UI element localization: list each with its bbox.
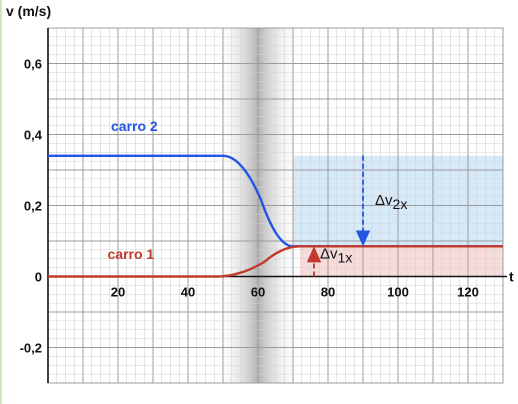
x-tick-label: 20 (111, 285, 125, 300)
left-frame-line (0, 0, 2, 404)
curve-carro-1 (48, 245, 503, 278)
delta-subscript-1x: 1x (338, 249, 353, 265)
x-tick-label: 80 (321, 285, 335, 300)
velocity-curves: carro 2 carro 1 (48, 118, 503, 278)
delta-subscript-2x: 2x (393, 196, 408, 212)
y-tick-label: 0 (35, 270, 42, 285)
delta-region-1x (300, 246, 503, 277)
x-tick-label: 120 (457, 285, 479, 300)
x-tick-label: 60 (251, 285, 265, 300)
annotations: Δv2x Δv1x (306, 155, 407, 277)
tick-labels: 20 40 60 80 100 120 0,6 0,4 0,2 0 -0,2 v (m/s) t (6, 3, 514, 356)
x-tick-label: 40 (181, 285, 195, 300)
y-tick-label: -0,2 (20, 341, 42, 356)
series-label-carro-2: carro 2 (111, 118, 158, 134)
y-tick-label: 0,4 (24, 128, 43, 143)
y-tick-label: 0,6 (24, 57, 42, 72)
y-tick-label: 0,2 (24, 199, 42, 214)
y-axis-title: v (m/s) (6, 3, 51, 19)
grid (47, 27, 504, 384)
x-axis-title: t (509, 269, 514, 285)
delta-label-1x: Δv1x (320, 245, 352, 265)
delta-label-2x: Δv2x (375, 192, 407, 212)
x-tick-label: 100 (387, 285, 409, 300)
series-label-carro-1: carro 1 (108, 246, 155, 262)
